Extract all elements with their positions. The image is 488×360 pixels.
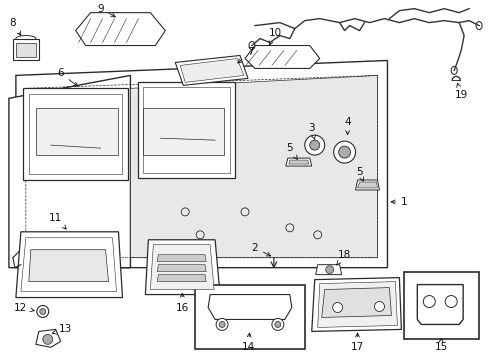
Polygon shape xyxy=(16,60,386,268)
Circle shape xyxy=(304,135,324,155)
Circle shape xyxy=(271,319,283,330)
Text: 6: 6 xyxy=(57,68,78,86)
Polygon shape xyxy=(143,108,224,155)
Polygon shape xyxy=(180,58,244,82)
Text: 9: 9 xyxy=(97,4,115,17)
Polygon shape xyxy=(138,100,229,160)
Polygon shape xyxy=(145,240,220,294)
Text: 7: 7 xyxy=(237,48,253,63)
Polygon shape xyxy=(36,108,118,155)
Text: 5: 5 xyxy=(286,143,297,159)
Text: 16: 16 xyxy=(175,293,188,312)
Text: 8: 8 xyxy=(10,18,21,35)
Polygon shape xyxy=(23,88,128,180)
Polygon shape xyxy=(157,275,206,282)
Text: 10: 10 xyxy=(268,28,281,45)
Polygon shape xyxy=(317,282,397,328)
Bar xyxy=(195,285,304,349)
Polygon shape xyxy=(13,39,39,60)
Circle shape xyxy=(216,319,227,330)
Circle shape xyxy=(42,334,53,345)
Polygon shape xyxy=(31,100,125,160)
Circle shape xyxy=(309,140,319,150)
Polygon shape xyxy=(16,42,36,58)
Text: 1: 1 xyxy=(390,197,407,207)
Text: 14: 14 xyxy=(241,333,254,352)
Polygon shape xyxy=(9,75,130,268)
Polygon shape xyxy=(175,55,247,85)
Circle shape xyxy=(325,266,333,274)
Polygon shape xyxy=(311,278,401,332)
Text: 19: 19 xyxy=(454,83,467,100)
Text: 12: 12 xyxy=(14,302,34,312)
Text: 17: 17 xyxy=(350,333,364,352)
Polygon shape xyxy=(315,265,341,275)
Circle shape xyxy=(374,302,384,311)
Polygon shape xyxy=(36,329,61,347)
Bar xyxy=(404,272,478,339)
Circle shape xyxy=(333,141,355,163)
Polygon shape xyxy=(138,82,235,178)
Text: 5: 5 xyxy=(356,167,363,181)
Polygon shape xyxy=(130,75,377,258)
Circle shape xyxy=(274,321,280,328)
Text: 3: 3 xyxy=(308,123,315,139)
Polygon shape xyxy=(244,45,319,68)
Text: 4: 4 xyxy=(344,117,350,134)
Polygon shape xyxy=(157,265,206,272)
Circle shape xyxy=(37,306,49,318)
Circle shape xyxy=(338,146,350,158)
Circle shape xyxy=(219,321,224,328)
Polygon shape xyxy=(321,288,390,318)
Polygon shape xyxy=(285,158,311,166)
Circle shape xyxy=(423,296,434,307)
Text: 15: 15 xyxy=(434,338,447,352)
Polygon shape xyxy=(150,245,214,289)
Polygon shape xyxy=(157,255,206,262)
Polygon shape xyxy=(76,13,165,45)
Polygon shape xyxy=(288,160,308,164)
Text: 18: 18 xyxy=(336,250,350,265)
Text: 2: 2 xyxy=(251,243,270,256)
Polygon shape xyxy=(355,180,379,190)
Text: 11: 11 xyxy=(49,213,66,229)
Polygon shape xyxy=(29,250,108,282)
Circle shape xyxy=(332,302,342,312)
Polygon shape xyxy=(357,182,377,188)
Circle shape xyxy=(444,296,456,307)
Polygon shape xyxy=(16,232,122,298)
Text: 13: 13 xyxy=(52,324,72,334)
Circle shape xyxy=(40,309,46,315)
